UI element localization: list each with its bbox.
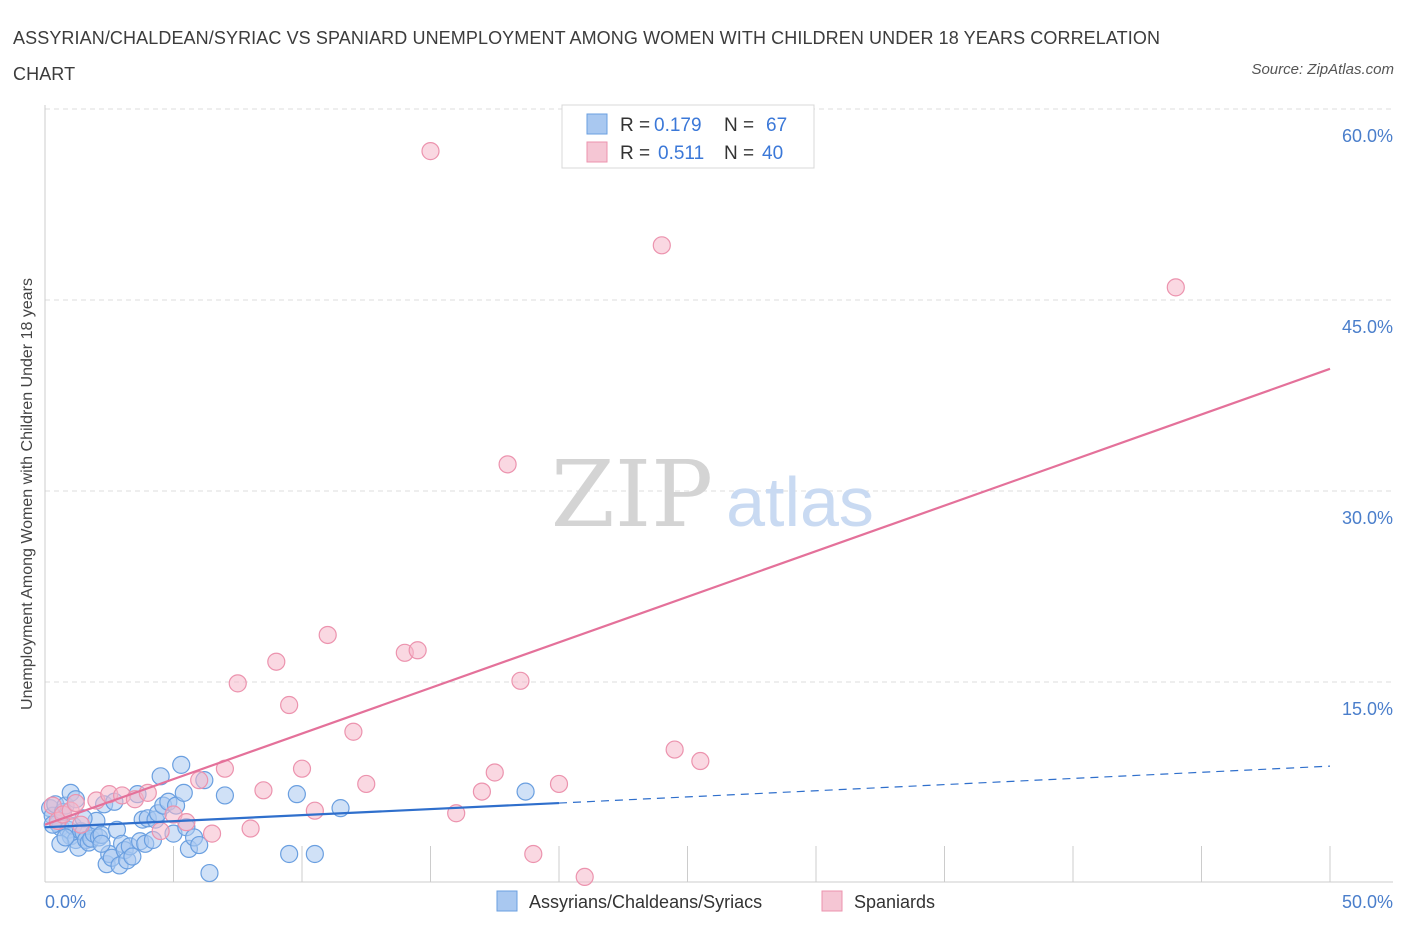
spaniards-point-36 [549,774,569,794]
bottom-legend-label-blue: Assyrians/Chaldeans/Syriacs [529,892,762,912]
y-tick-label-0: 15.0% [1342,699,1393,719]
spaniards-point-28 [408,641,427,660]
assyrians-point-64 [92,834,111,853]
spaniards-point-15 [202,824,222,843]
assyrians-point-46 [172,755,191,774]
spaniards-point-29 [421,142,440,161]
watermark: ZIP atlas [551,441,874,548]
assyrians-point-51 [190,835,209,855]
stats-legend: R = 0.179 N = 67 R = 0.511 N = 40 [561,104,815,169]
legend-r-label-blue: R = [620,115,650,136]
legend-r-label-pink: R = [620,143,650,164]
spaniards-point-24 [318,625,337,645]
assyrians-point-47 [174,783,193,802]
spaniards-point-14 [190,771,209,790]
spaniards-point-21 [280,695,299,715]
spaniards-point-40 [691,751,710,771]
spaniards-point-18 [241,819,260,838]
trend-lines [44,367,1331,829]
watermark-atlas: atlas [726,463,874,541]
y-tick-label-3: 60.0% [1342,126,1393,146]
spaniards-point-26 [357,774,376,794]
spaniards-point-19 [254,781,273,800]
bottom-legend-swatch-blue [496,890,518,912]
assyrians-point-57 [305,844,324,864]
assyrians-point-55 [280,844,299,864]
y-tick-labels: 15.0% 30.0% 45.0% 60.0% [1342,126,1393,719]
y-tick-label-1: 30.0% [1342,508,1393,528]
legend-n-label-blue: N = [724,115,754,136]
spaniards-point-11 [151,821,170,841]
spaniards-point-33 [498,455,517,474]
trend-line-assyrians [44,801,560,829]
spaniards-point-20 [267,652,286,671]
legend-swatch-pink [586,141,608,163]
spaniards-point-25 [344,722,363,741]
spaniards-point-35 [524,844,543,864]
series-spaniards-points [43,142,1185,887]
spaniards-point-32 [485,763,504,782]
x-tick-label-min: 0.0% [45,892,86,912]
assyrians-point-65 [56,828,75,847]
trend-line-assyrians-extension [558,765,1331,804]
assyrians-point-54 [215,786,234,805]
bottom-legend-label-pink: Spaniards [854,892,935,912]
legend-r-value-pink: 0.511 [658,143,704,164]
spaniards-point-17 [228,674,247,693]
source-label: Source: ZipAtlas.com [1251,61,1394,78]
assyrians-point-53 [200,863,219,883]
spaniards-point-22 [292,759,312,778]
y-tick-label-2: 45.0% [1342,317,1393,337]
trend-line-spaniards [44,367,1331,826]
legend-r-value-blue: 0.179 [654,115,702,136]
assyrians-point-56 [287,785,306,804]
watermark-zip: ZIP [551,441,713,548]
spaniards-point-41 [1166,278,1185,297]
legend-n-value-blue: 67 [766,115,787,136]
chart-title: ASSYRIAN/CHALDEAN/SYRIAC VS SPANIARD UNE… [13,28,1161,84]
legend-swatch-blue [586,113,608,135]
spaniards-point-31 [472,782,491,801]
spaniards-point-37 [575,867,594,887]
spaniards-point-4 [66,793,85,813]
bottom-legend-swatch-pink [821,890,843,912]
spaniards-point-38 [652,236,671,255]
y-axis-label: Unemployment Among Women with Children U… [19,278,36,710]
x-tick-label-max: 50.0% [1342,892,1393,912]
series-legend: Assyrians/Chaldeans/Syriacs Spaniards [496,890,935,912]
spaniards-point-13 [177,813,196,832]
axes [44,105,1393,883]
legend-n-label-pink: N = [724,143,754,164]
legend-n-value-pink: 40 [762,143,783,164]
grid-lines [45,108,1393,683]
spaniards-point-39 [665,740,684,759]
assyrians-point-32 [123,847,142,866]
spaniards-point-23 [305,801,324,820]
spaniards-point-34 [511,671,530,690]
assyrians-point-59 [516,782,535,801]
